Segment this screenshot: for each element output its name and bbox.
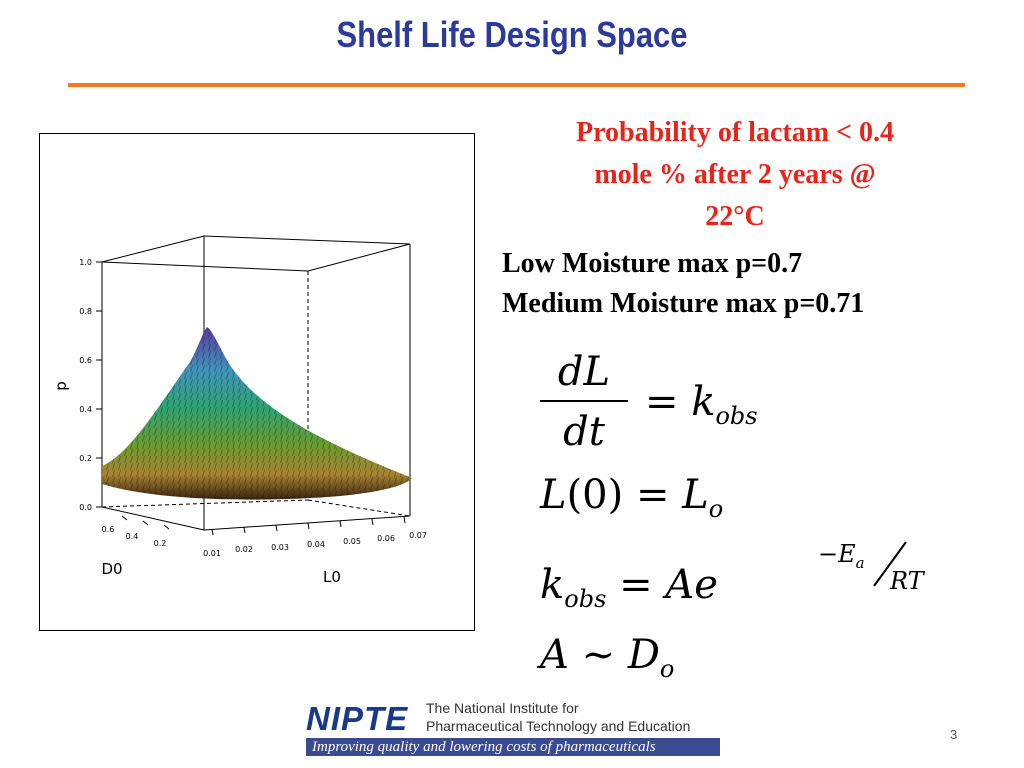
box-edge bbox=[101, 261, 309, 272]
z-axis-label: p bbox=[52, 381, 70, 391]
box-edge bbox=[101, 235, 205, 263]
title-divider bbox=[68, 83, 965, 87]
box-edge bbox=[101, 506, 205, 531]
eq2-arg: (0) bbox=[566, 472, 624, 518]
l0-tick-label: 0.07 bbox=[409, 531, 427, 540]
eq4-main: A ~ D bbox=[540, 632, 660, 678]
eq1-rhs-main: = k bbox=[645, 379, 716, 425]
eq4: A ~ Do bbox=[540, 630, 674, 694]
eq3-exponent-numerator: −Ea bbox=[818, 540, 865, 577]
footer-branding: NIPTE The National Institute for Pharmac… bbox=[306, 694, 720, 760]
page-number: 3 bbox=[950, 727, 958, 742]
eq3-subscript: obs bbox=[564, 585, 607, 613]
eq1-denominator: dt bbox=[563, 409, 605, 455]
d0-tick-label: 0.2 bbox=[154, 539, 167, 548]
eq3-rhs: = Ae bbox=[619, 562, 718, 608]
eq3-exponent-slash bbox=[873, 541, 907, 587]
eq1-subscript: obs bbox=[715, 402, 758, 430]
probability-title: Probability of lactam < 0.4 mole % after… bbox=[520, 112, 950, 238]
eq1-numerator: dL bbox=[557, 349, 611, 395]
l0-tick-label: 0.01 bbox=[203, 549, 221, 558]
institute-name-line2: Pharmaceutical Technology and Education bbox=[426, 718, 691, 734]
l0-tick-label: 0.05 bbox=[343, 537, 361, 546]
box-edge-hidden bbox=[101, 499, 309, 508]
eq2-lhs: L bbox=[540, 472, 567, 518]
box-edge-hidden bbox=[307, 499, 411, 517]
z-tick-label: 0.4 bbox=[79, 405, 92, 414]
institute-name-line1: The National Institute for bbox=[426, 700, 579, 716]
d0-tick-label: 0.6 bbox=[102, 525, 115, 534]
z-tick-label: 0.0 bbox=[79, 503, 92, 512]
eq1-rhs: = kobs bbox=[645, 380, 758, 438]
eq3-lhs: k bbox=[540, 562, 565, 608]
z-tick-label: 0.6 bbox=[79, 356, 92, 365]
z-tick-label: 1.0 bbox=[79, 258, 92, 267]
l0-tick-label: 0.04 bbox=[307, 540, 325, 549]
eq3: kobs = Ae bbox=[540, 560, 718, 624]
l0-axis-label: L0 bbox=[323, 568, 341, 586]
eq3-exponent-denominator: RT bbox=[890, 567, 924, 595]
box-edge bbox=[203, 515, 411, 531]
eq2: L(0) = Lo bbox=[540, 470, 723, 534]
probability-title-line: Probability of lactam < 0.4 bbox=[576, 117, 894, 148]
box-edge bbox=[203, 235, 411, 245]
tagline-text: Improving quality and lowering costs of … bbox=[312, 739, 656, 755]
slide-title: Shelf Life Design Space bbox=[336, 14, 688, 55]
d0-tick-label: 0.4 bbox=[126, 532, 139, 541]
surface-plot: 1.0 0.8 0.6 0.4 0.2 0.0 p 0.6 0.4 0.2 D0 bbox=[39, 133, 475, 631]
eq2-subscript: o bbox=[708, 495, 724, 523]
eq1-fraction-bar bbox=[540, 400, 628, 402]
eq4-subscript: o bbox=[659, 655, 675, 683]
z-tick-label: 0.8 bbox=[79, 307, 92, 316]
d0-axis-label: D0 bbox=[101, 560, 122, 578]
nipte-logo: NIPTE bbox=[306, 700, 409, 737]
surface-texture bbox=[102, 327, 412, 500]
eq2-rhs: = L bbox=[635, 472, 709, 518]
medium-moisture-text: Medium Moisture max p=0.71 bbox=[502, 288, 865, 319]
low-moisture-text: Low Moisture max p=0.7 bbox=[502, 248, 803, 279]
l0-tick-label: 0.02 bbox=[235, 545, 253, 554]
z-tick-label: 0.2 bbox=[79, 454, 92, 463]
probability-title-line: mole % after 2 years @ bbox=[594, 159, 876, 190]
box-edge bbox=[307, 243, 411, 272]
l0-tick-label: 0.03 bbox=[271, 543, 289, 552]
l0-tick-label: 0.06 bbox=[377, 534, 395, 543]
eq3-exp-num: −E bbox=[818, 540, 856, 568]
surface-plot-svg: 1.0 0.8 0.6 0.4 0.2 0.0 p 0.6 0.4 0.2 D0 bbox=[52, 235, 427, 586]
tagline-banner: Improving quality and lowering costs of … bbox=[306, 738, 720, 756]
eq3-exp-sub: a bbox=[855, 553, 865, 572]
probability-title-line: 22°C bbox=[705, 201, 765, 232]
